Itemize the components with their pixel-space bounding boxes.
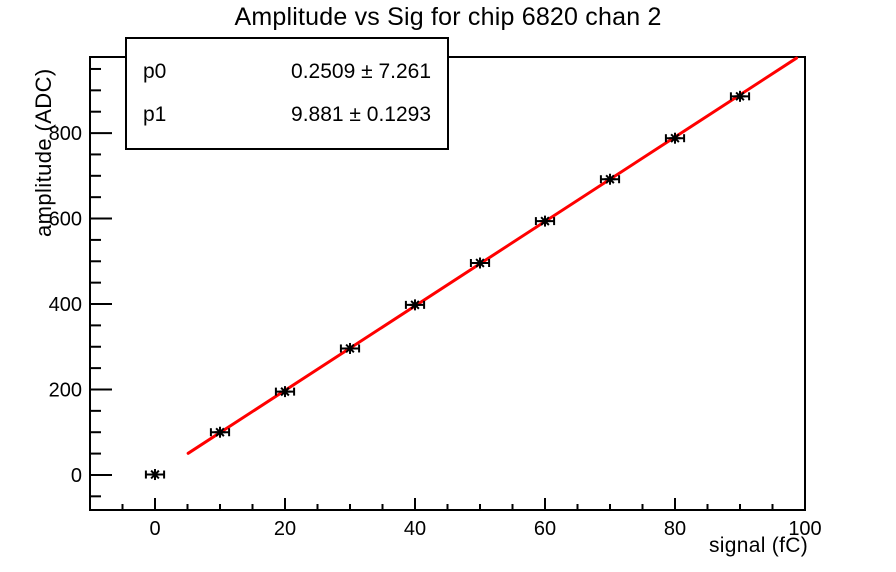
marker-asterisk	[215, 427, 225, 437]
stats-row-p0: p0 0.2509 ± 7.261	[143, 60, 431, 84]
marker-asterisk	[475, 258, 485, 268]
y-tick-label: 800	[49, 123, 82, 145]
data-point	[469, 257, 491, 269]
x-tick-label: 0	[149, 518, 160, 540]
marker-asterisk	[670, 133, 680, 143]
y-tick-label: 400	[49, 294, 82, 316]
marker-asterisk	[605, 174, 615, 184]
fit-stats-box: p0 0.2509 ± 7.261 p1 9.881 ± 0.1293	[125, 37, 449, 150]
data-point	[404, 299, 426, 311]
marker-asterisk	[540, 216, 550, 226]
stats-p0-label: p0	[143, 60, 167, 83]
y-tick-label: 600	[49, 209, 82, 231]
marker-asterisk	[280, 387, 290, 397]
data-point	[664, 132, 686, 144]
chart-title: Amplitude vs Sig for chip 6820 chan 2	[234, 3, 662, 31]
data-point	[274, 386, 296, 398]
y-axis-title: amplitude (ADC)	[31, 68, 56, 237]
y-tick-label: 0	[71, 465, 82, 487]
x-tick-label: 100	[788, 518, 821, 540]
x-axis-title: signal (fC)	[709, 534, 808, 557]
marker-asterisk	[410, 300, 420, 310]
x-tick-label: 80	[664, 518, 686, 540]
marker-asterisk	[150, 469, 160, 480]
data-point	[534, 215, 556, 227]
data-point	[599, 173, 621, 185]
data-point	[144, 469, 166, 481]
y-tick-label: 200	[49, 379, 82, 401]
data-point	[339, 342, 361, 354]
stats-p0-value: 0.2509 ± 7.261	[291, 60, 431, 83]
data-point	[729, 90, 751, 102]
stats-p1-value: 9.881 ± 0.1293	[291, 103, 431, 126]
x-tick-label: 40	[404, 518, 426, 540]
x-tick-label: 60	[534, 518, 556, 540]
data-point	[209, 426, 231, 438]
stats-row-p1: p1 9.881 ± 0.1293	[143, 103, 431, 127]
marker-asterisk	[345, 343, 355, 354]
x-tick-label: 20	[274, 518, 296, 540]
stats-p1-label: p1	[143, 103, 167, 126]
fit-line	[186, 56, 799, 455]
marker-asterisk	[735, 91, 745, 101]
